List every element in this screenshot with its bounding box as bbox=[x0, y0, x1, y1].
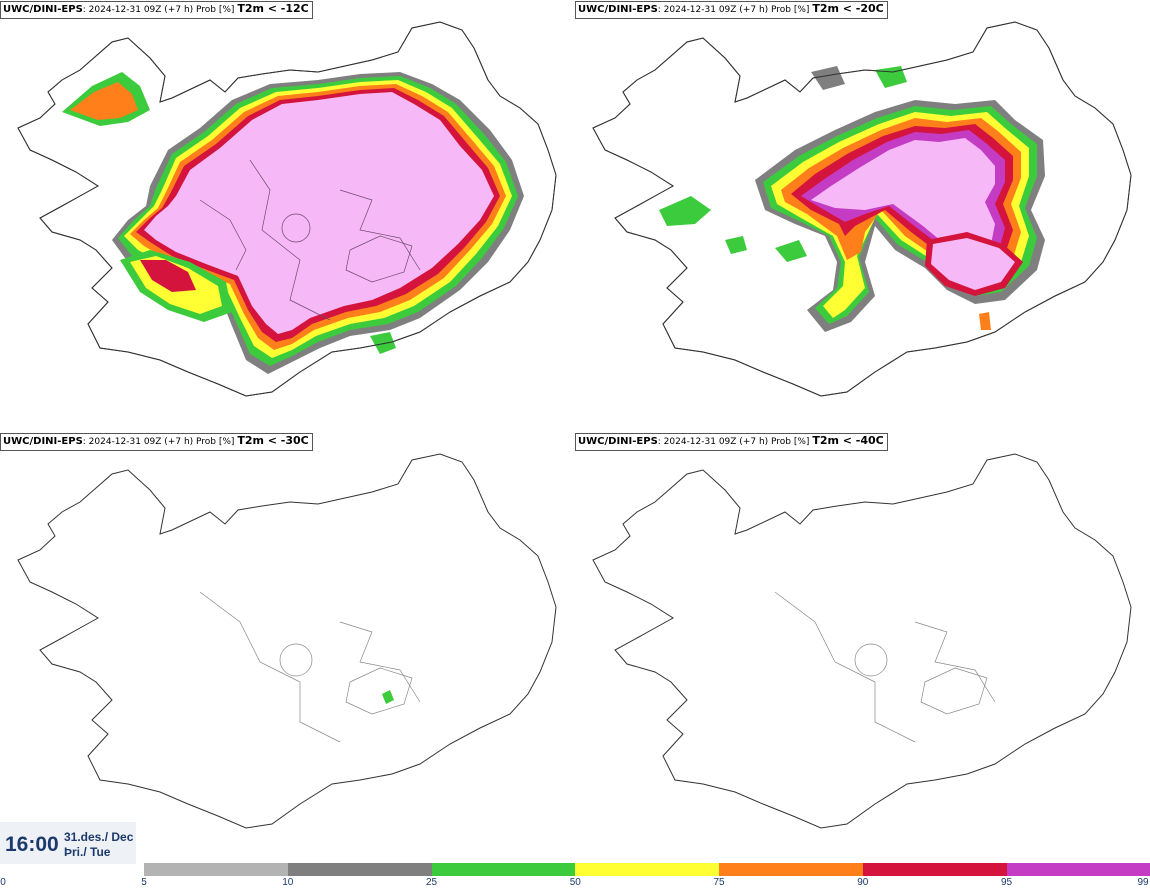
valid-date-line2: Þri./ Tue bbox=[64, 845, 111, 859]
map-panel-t2m-minus-12: UWC/DINI-EPS: 2024-12-31 09Z (+7 h) Prob… bbox=[0, 0, 575, 432]
iceland-probability-map bbox=[592, 21, 1132, 397]
colorbar-tick-label: 50 bbox=[569, 877, 581, 888]
colorbar-segment bbox=[287, 863, 432, 876]
panel-title: UWC/DINI-EPS: 2024-12-31 09Z (+7 h) Prob… bbox=[575, 1, 888, 19]
colorbar-segment bbox=[575, 863, 719, 876]
map-panel-t2m-minus-20: UWC/DINI-EPS: 2024-12-31 09Z (+7 h) Prob… bbox=[575, 0, 1150, 432]
iceland-probability-map bbox=[17, 21, 557, 397]
colorbar-segment bbox=[431, 863, 576, 876]
colorbar-tick-label: 0 bbox=[0, 877, 6, 888]
colorbar-segment bbox=[862, 863, 1007, 876]
map-panel-t2m-minus-40: UWC/DINI-EPS: 2024-12-31 09Z (+7 h) Prob… bbox=[575, 432, 1150, 864]
colorbar-tick-label: 90 bbox=[857, 877, 869, 888]
valid-date-line1: 31.des./ Dec bbox=[64, 830, 134, 844]
panel-title: UWC/DINI-EPS: 2024-12-31 09Z (+7 h) Prob… bbox=[0, 1, 313, 19]
colorbar-tick-label: 95 bbox=[1000, 877, 1013, 888]
colorbar-tick-label: 10 bbox=[282, 877, 294, 888]
colorbar-tick-label: 75 bbox=[713, 877, 725, 888]
valid-time-box: 16:00 31.des./ Dec Þri./ Tue bbox=[0, 822, 136, 864]
iceland-probability-map bbox=[592, 453, 1132, 829]
colorbar-segment bbox=[144, 863, 288, 876]
probability-colorbar bbox=[144, 863, 1150, 876]
colorbar-segment bbox=[719, 863, 863, 876]
panel-title: UWC/DINI-EPS: 2024-12-31 09Z (+7 h) Prob… bbox=[575, 433, 888, 451]
iceland-probability-map bbox=[17, 453, 557, 829]
colorbar-tick-label: 99 bbox=[1137, 877, 1149, 888]
panel-title: UWC/DINI-EPS: 2024-12-31 09Z (+7 h) Prob… bbox=[0, 433, 313, 451]
valid-date: 31.des./ Dec Þri./ Tue bbox=[64, 830, 133, 860]
colorbar-tick-label: 25 bbox=[425, 877, 438, 888]
valid-time-clock: 16:00 bbox=[5, 833, 59, 856]
colorbar-tick-label: 5 bbox=[141, 877, 147, 888]
colorbar-segment bbox=[1006, 863, 1150, 876]
map-panel-t2m-minus-30: UWC/DINI-EPS: 2024-12-31 09Z (+7 h) Prob… bbox=[0, 432, 575, 864]
